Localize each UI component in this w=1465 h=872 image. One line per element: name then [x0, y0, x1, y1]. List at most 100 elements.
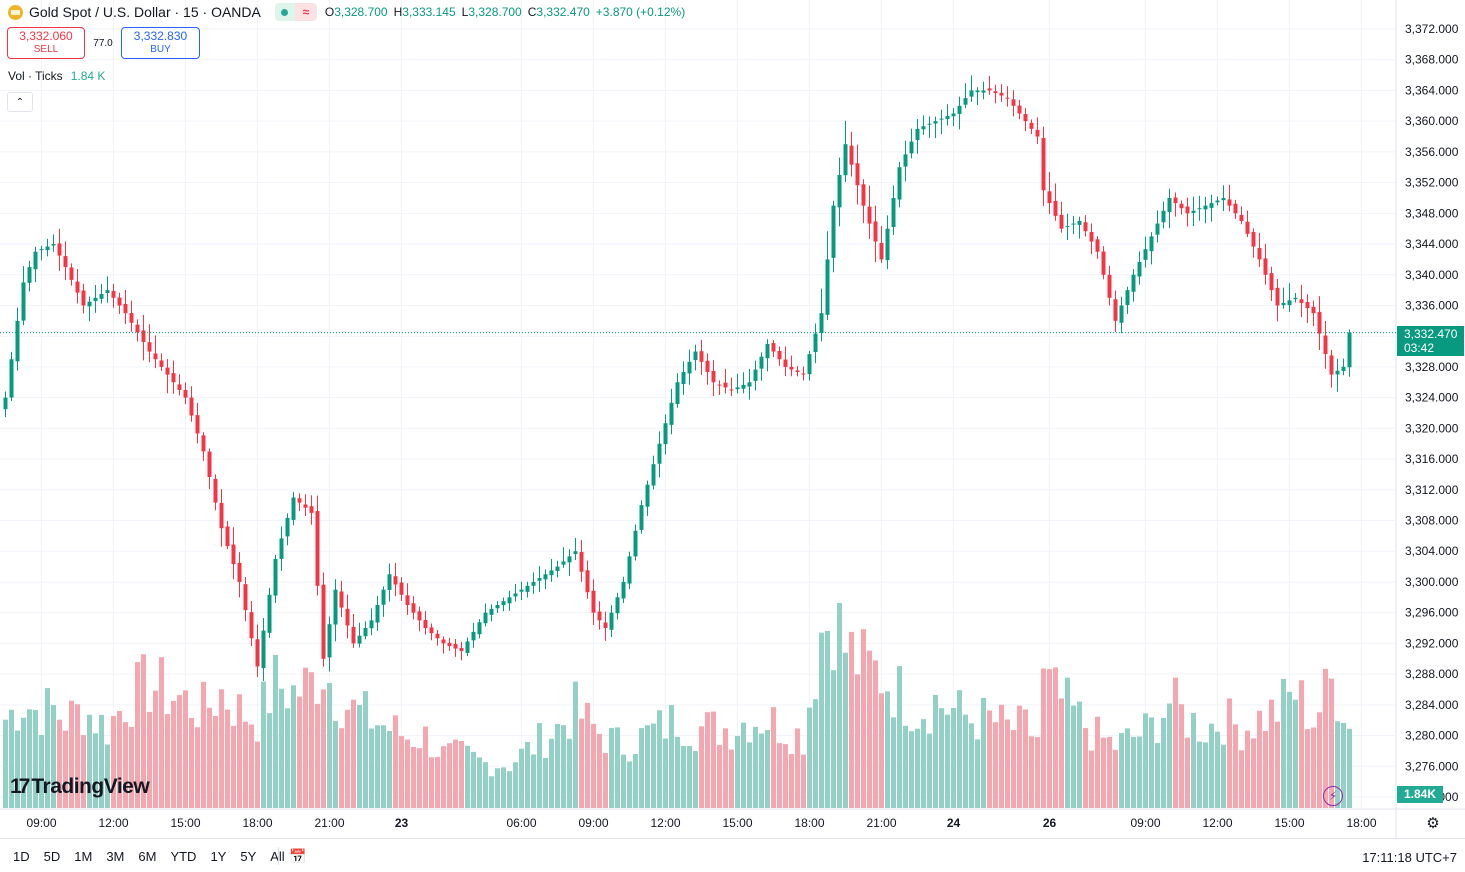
gold-icon: [8, 4, 23, 20]
collapse-legend-button[interactable]: ⌃: [7, 92, 33, 112]
high-value: 3,333.145: [402, 5, 456, 19]
volume-bar: [345, 709, 350, 808]
candle-body: [1245, 221, 1250, 234]
volume-bar: [1221, 744, 1226, 808]
candle-body: [519, 589, 524, 592]
sell-price: 3,332.060: [19, 29, 73, 43]
volume-bar: [1095, 716, 1100, 808]
market-open-dot-icon: [274, 3, 295, 21]
candle-body: [177, 384, 182, 390]
gear-icon[interactable]: ⚙: [1426, 815, 1440, 832]
candle-body: [885, 228, 890, 261]
candle-body: [111, 290, 116, 298]
range-1d-button[interactable]: 1D: [13, 849, 30, 864]
x-tick-label: 09:00: [578, 816, 608, 830]
candle-body: [789, 366, 794, 370]
candle-body: [153, 353, 158, 360]
volume-bar: [267, 713, 272, 808]
volume-bar: [837, 603, 842, 808]
volume-bar: [1131, 736, 1136, 808]
candle-body: [537, 578, 542, 581]
volume-bar: [807, 707, 812, 808]
candle-body: [363, 628, 368, 637]
candle-body: [585, 570, 590, 593]
candle-body: [921, 126, 926, 130]
volume-bar: [975, 739, 980, 808]
candle-body: [1257, 247, 1262, 260]
delayed-data-icon: ≈: [294, 3, 317, 21]
volume-bar: [1083, 728, 1088, 808]
bolt-icon[interactable]: ⚡: [1323, 786, 1343, 806]
volume-bar: [333, 720, 338, 808]
volume-bar: [141, 654, 146, 808]
range-5y-button[interactable]: 5Y: [240, 849, 257, 864]
volume-bar: [351, 699, 356, 808]
volume-bar: [225, 709, 230, 808]
buy-button[interactable]: 3,332.830 BUY: [121, 27, 200, 59]
candle-body: [1011, 99, 1016, 106]
current-price-value: 3,332.470: [1404, 327, 1458, 341]
x-tick-label: 09:00: [1130, 816, 1160, 830]
candle-body: [669, 402, 674, 425]
volume-bar: [555, 723, 560, 808]
candle-body: [483, 612, 488, 624]
candle-body: [1113, 299, 1118, 321]
candle-body: [75, 281, 80, 293]
range-ytd-button[interactable]: YTD: [170, 849, 197, 864]
volume-bar: [795, 728, 800, 808]
candle-body: [1209, 203, 1214, 208]
symbol-title[interactable]: Gold Spot / U.S. Dollar · 15 · OANDA: [29, 4, 261, 20]
volume-bar: [1209, 723, 1214, 808]
range-1y-button[interactable]: 1Y: [210, 849, 227, 864]
candle-body: [1131, 274, 1136, 292]
sell-button[interactable]: 3,332.060 SELL: [7, 27, 85, 59]
calendar-icon[interactable]: 📅: [289, 847, 307, 864]
price-chart[interactable]: 3,272.0003,276.0003,280.0003,284.0003,28…: [0, 0, 1465, 838]
price-axis[interactable]: 3,272.0003,276.0003,280.0003,284.0003,28…: [1405, 22, 1459, 804]
volume-bar: [303, 667, 308, 808]
market-status[interactable]: ≈: [274, 3, 317, 21]
volume-bar: [249, 724, 254, 808]
time-axis[interactable]: 09:00 12:00 15:00 18:00 21:00 23 06:00 09:00 12:…: [26, 816, 1376, 830]
volume-bar: [1173, 677, 1178, 808]
candle-body: [399, 582, 404, 595]
candle-body: [141, 330, 146, 342]
volume-legend[interactable]: Vol · Ticks 1.84 K: [8, 69, 105, 83]
candle-body: [1347, 332, 1352, 368]
range-5d-button[interactable]: 5D: [43, 849, 61, 864]
volume-bar: [1251, 738, 1256, 808]
candle-body: [495, 605, 500, 609]
candle-body: [315, 511, 320, 586]
candle-body: [219, 502, 224, 529]
candle-body: [159, 360, 164, 367]
candle-body: [1215, 200, 1220, 203]
volume-bar: [609, 727, 614, 808]
volume-bar: [219, 689, 224, 808]
candle-body: [771, 343, 776, 352]
candle-body: [93, 297, 98, 302]
y-tick-label: 3,356.000: [1405, 145, 1459, 159]
range-3m-button[interactable]: 3M: [106, 849, 125, 864]
volume-bar: [1143, 713, 1148, 808]
candle-body: [753, 369, 758, 381]
volume-bar: [1149, 717, 1154, 808]
clock[interactable]: 17:11:18 UTC+7: [1362, 850, 1457, 865]
range-6m-button[interactable]: 6M: [138, 849, 157, 864]
volume-bar: [15, 730, 20, 808]
candle-body: [903, 154, 908, 167]
volume-bar: [711, 711, 716, 808]
tradingview-logo[interactable]: 17 TradingView: [10, 775, 150, 799]
range-all-button[interactable]: All: [263, 849, 291, 864]
candle-body: [69, 267, 74, 280]
volume-bar: [489, 776, 494, 808]
x-tick-label: 06:00: [506, 816, 536, 830]
range-1m-button[interactable]: 1M: [74, 849, 93, 864]
candle-body: [1269, 273, 1274, 291]
candle-body: [57, 243, 62, 256]
volume-bar: [1065, 677, 1070, 808]
y-tick-label: 3,344.000: [1405, 237, 1459, 251]
candle-body: [1107, 274, 1112, 298]
volume-bar: [93, 733, 98, 808]
volume-bar: [663, 738, 668, 808]
ohlc-values: O 3,328.700 H 3,333.145 L 3,328.700 C 3,332.…: [325, 5, 691, 19]
